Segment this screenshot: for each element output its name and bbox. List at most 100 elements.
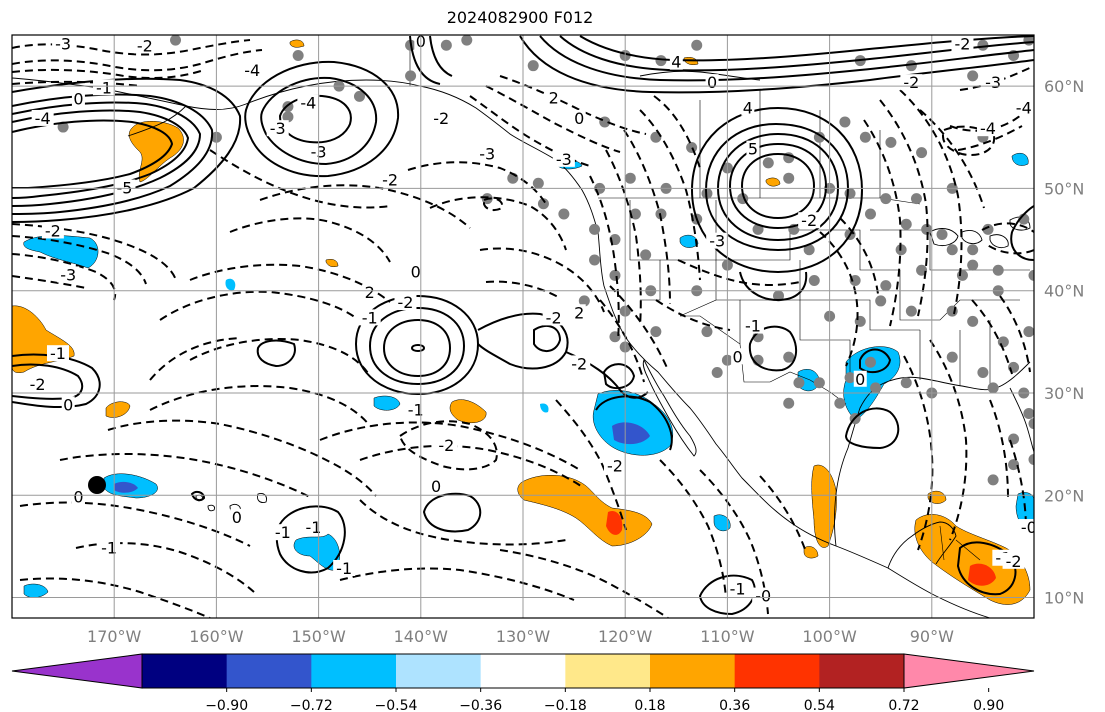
contour-label: -4: [35, 109, 51, 128]
contour-label: 0: [73, 487, 83, 506]
negative-contour: [589, 175, 620, 341]
negative-contour: [759, 475, 807, 553]
station-dot: [353, 90, 365, 102]
colorbar-bin: [142, 654, 228, 688]
station-dot: [864, 356, 876, 368]
colorbar-bin: [480, 654, 566, 688]
contour-label-halo: [1017, 519, 1034, 536]
latitude-tick-label: 60°N: [1044, 77, 1084, 96]
colorbar-tick-label: −0.36: [459, 698, 502, 712]
contour-label-halo: [363, 283, 377, 300]
station-dot: [905, 305, 917, 317]
station-dot: [57, 121, 69, 133]
station-dot: [910, 193, 922, 205]
contour-label: 0: [733, 347, 743, 366]
station-dot: [875, 295, 887, 307]
negative-anomaly-core: [612, 422, 650, 445]
contour-label: -2: [801, 211, 817, 230]
contour-label: 2: [574, 303, 584, 322]
station-dot: [1008, 361, 1020, 373]
negative-contour: [485, 85, 621, 153]
station-dot: [589, 254, 601, 266]
positive-anomaly-core: [968, 563, 996, 586]
colorbar-tick-label: 0.18: [634, 698, 665, 712]
negative-contour: [429, 196, 567, 251]
colorbar-tick-label: −0.72: [290, 698, 333, 712]
station-dot: [870, 382, 882, 394]
positive-anomaly-patch: [803, 546, 819, 559]
contour-label-halo: [333, 559, 356, 576]
contour-label: -2: [571, 354, 587, 373]
station-dot: [803, 244, 815, 256]
station-dot: [640, 249, 652, 261]
contour-label-halo: [71, 488, 85, 505]
positive-contour: [409, 35, 441, 85]
station-dot: [813, 131, 825, 143]
station-dot: [629, 208, 641, 220]
contour-label-halo: [41, 222, 64, 239]
contour-label: -2: [1006, 552, 1022, 571]
contour-label: -4: [980, 119, 996, 138]
negative-anomaly-patch: [373, 395, 401, 411]
contour-label-halo: [46, 345, 69, 362]
island-outline: [257, 493, 267, 503]
contour-label: -4: [300, 94, 316, 113]
contour-label-halo: [726, 580, 749, 597]
negative-contour: [623, 129, 671, 305]
colorbar-tick-label: 0.90: [973, 698, 1004, 712]
positive-contour: [519, 35, 1034, 94]
map-content: -3 -2-10-4-5-4-3-4-3-2-2-3-1-200-2-320-30…: [12, 35, 1034, 618]
province-border: [699, 90, 881, 198]
negative-contour: [398, 420, 498, 471]
negative-contour: [609, 285, 669, 371]
negative-contour: [942, 125, 996, 156]
contour-label: -2: [30, 375, 46, 394]
station-dot: [1028, 453, 1034, 465]
colorbar-bin: [734, 654, 820, 688]
station-dot: [946, 244, 958, 256]
positive-contour: [190, 490, 206, 502]
contour-label: 0: [574, 109, 584, 128]
positive-contour: [382, 318, 452, 378]
gulf-coastline: [834, 361, 1031, 547]
station-dot: [793, 377, 805, 389]
lake-outline: [929, 228, 959, 247]
negative-contour: [159, 290, 357, 321]
colorbar-tick-labels: −0.90 −0.72 −0.54 −0.36 −0.18 0.18 0.36 0.54 0.7…: [205, 688, 1004, 712]
map-frame: [11, 34, 1035, 619]
station-dot: [711, 367, 723, 379]
station-dot: [609, 269, 621, 281]
negative-anomaly-patch: [1011, 153, 1029, 166]
contour-label-halo: [706, 232, 729, 249]
contour-label: -1: [745, 317, 761, 336]
contour-label-halo: [435, 437, 458, 454]
station-dot: [292, 49, 304, 61]
colorbar-tick-label: 0.54: [804, 698, 835, 712]
contour-label: -1: [362, 308, 378, 327]
station-dot: [532, 177, 544, 189]
station-dot: [170, 35, 182, 46]
station-dot: [864, 208, 876, 220]
contour-label-halo: [977, 120, 1000, 137]
colorbar: [11, 653, 1035, 689]
station-dot: [921, 223, 933, 235]
station-dot: [967, 259, 979, 271]
station-dot: [977, 367, 989, 379]
longitude-tick-label: 130°W: [496, 627, 551, 646]
latitude-tick-label: 30°N: [1044, 384, 1084, 403]
positive-contour: [12, 363, 84, 400]
negative-anomaly-patch: [713, 514, 731, 532]
station-dot: [1028, 269, 1034, 281]
florida-coastline: [1009, 387, 1034, 453]
contour-label-halo: [266, 120, 289, 137]
colorbar-tick-label: −0.54: [375, 698, 418, 712]
negative-contour: [59, 453, 313, 499]
station-dot: [905, 60, 917, 72]
contour-label: -2: [45, 221, 61, 240]
contour-label: -2: [903, 73, 919, 92]
positive-contour: [740, 152, 816, 220]
negative-contour: [485, 280, 561, 299]
state-border: [660, 259, 717, 317]
negative-contour: [677, 259, 801, 286]
longitude-tick-label: 150°W: [291, 627, 346, 646]
